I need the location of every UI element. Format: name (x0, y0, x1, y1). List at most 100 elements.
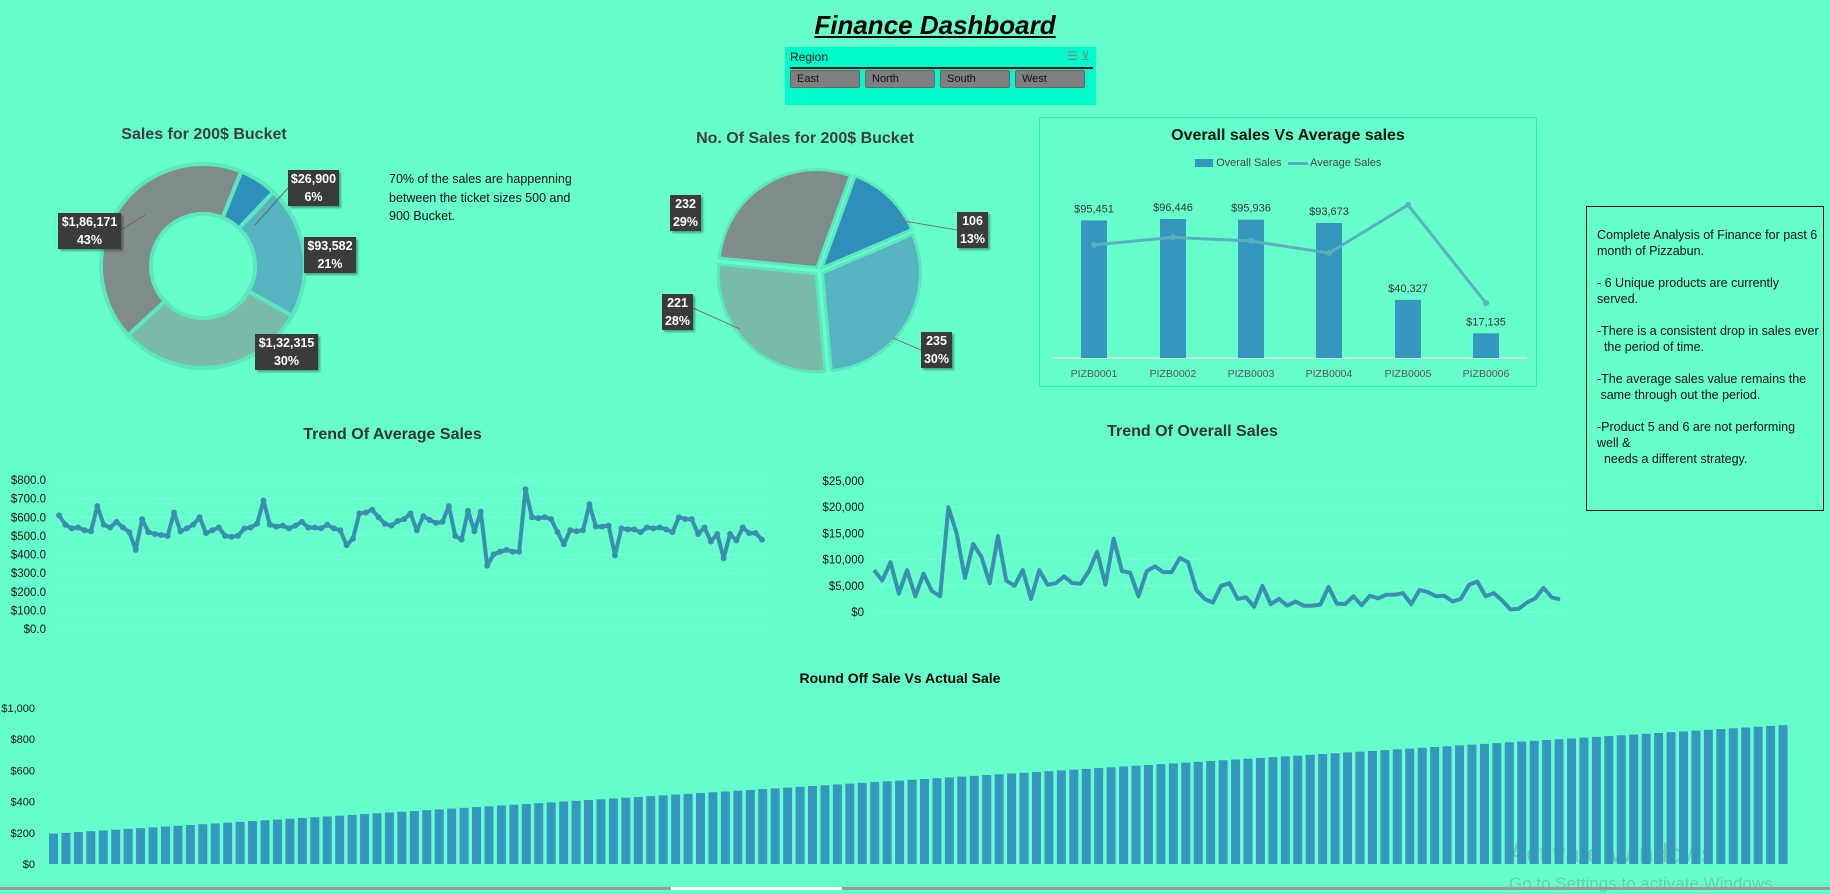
pie-data-label-text: 221 (667, 296, 688, 310)
roundoff-bar (1641, 733, 1651, 864)
horizontal-scrollbar[interactable] (0, 887, 1830, 890)
average-trend-marker (113, 518, 120, 525)
average-trend-marker (228, 533, 235, 540)
roundoff-bar (1131, 765, 1141, 864)
average-trend-marker (107, 524, 114, 531)
category-label: PIZB0004 (1306, 368, 1353, 380)
average-trend-marker (624, 526, 631, 533)
roundoff-bar (882, 781, 892, 864)
average-trend-marker (132, 546, 139, 553)
category-label: PIZB0005 (1385, 368, 1432, 380)
y-tick-label: $200.0 (11, 587, 46, 599)
average-trend-marker (567, 527, 574, 534)
analysis-point: Complete Analysis of Finance for past 6 … (1597, 228, 1821, 258)
y-tick-label: $15,000 (822, 528, 864, 540)
average-trend-marker (292, 522, 299, 529)
roundoff-bar (708, 792, 718, 864)
average-trend-marker (426, 517, 433, 524)
roundoff-bar (1280, 756, 1290, 864)
multi-select-icon[interactable]: ☰ ⊻ (1067, 49, 1090, 63)
slicer-button-east[interactable]: East (790, 70, 860, 88)
slicer-button-north[interactable]: North (865, 70, 935, 88)
average-trend-marker (439, 518, 446, 525)
average-trend-marker (234, 532, 241, 539)
average-trend-marker (375, 514, 382, 521)
roundoff-bar (235, 821, 245, 864)
legend-average-label: Average Sales (1310, 157, 1382, 169)
region-slicer[interactable]: Region ☰ ⊻ East North South West (785, 47, 1096, 105)
average-trend-marker (701, 524, 708, 531)
average-trend-marker (349, 535, 356, 542)
pie-data-label: 235 30% (921, 332, 952, 368)
average-trend-marker (311, 524, 318, 531)
bar-data-label: $95,451 (1074, 203, 1114, 215)
average-trend-marker (215, 524, 222, 531)
roundoff-bar (1007, 773, 1017, 864)
average-trend-marker (87, 528, 94, 535)
average-trend-marker (503, 546, 510, 553)
roundoff-bar (1392, 749, 1402, 864)
y-tick-label: $200 (11, 828, 35, 840)
average-trend-marker (81, 527, 88, 534)
average-sales-marker (1248, 238, 1254, 245)
roundoff-bar (808, 786, 817, 864)
roundoff-bar (1380, 750, 1390, 864)
roundoff-bar (982, 775, 992, 864)
roundoff-bar (733, 790, 743, 864)
average-trend-marker (362, 509, 369, 516)
pie-slice (717, 168, 853, 270)
roundoff-bar (671, 794, 681, 864)
y-tick-label: $800 (11, 734, 35, 746)
pie-slice (716, 262, 827, 374)
average-trend-marker (592, 523, 599, 530)
roundoff-bar (1778, 725, 1788, 864)
average-trend-marker (62, 521, 69, 528)
average-trend-marker (739, 524, 746, 531)
donut-slice (125, 288, 295, 370)
roundoff-bar (1044, 771, 1054, 864)
roundoff-bar (1430, 747, 1440, 864)
average-trend-marker (254, 520, 261, 527)
leader-line (254, 187, 289, 226)
average-trend-marker (401, 516, 408, 523)
roundoff-bar (1554, 739, 1564, 864)
roundoff-bar (1455, 745, 1465, 864)
roundoff-bar (1567, 738, 1576, 864)
average-trend-marker (190, 521, 197, 528)
roundoff-bar (49, 833, 58, 864)
roundoff-bar (1168, 763, 1178, 864)
average-trend-marker (714, 531, 721, 538)
roundoff-bar (1716, 729, 1726, 864)
roundoff-bar (994, 774, 1004, 864)
category-label: PIZB0006 (1463, 368, 1510, 380)
donut-data-label: $93,582 21% (304, 237, 356, 273)
roundoff-bar (173, 825, 183, 864)
y-tick-label: $10,000 (822, 555, 864, 567)
average-trend-marker (695, 531, 702, 538)
average-trend-marker (337, 527, 344, 534)
roundoff-bar (397, 811, 407, 864)
donut-note: 70% of the sales are happenning between … (389, 172, 572, 223)
donut-data-label: $26,900 6% (288, 170, 339, 206)
leader-line (897, 219, 958, 231)
pie-data-label: 232 29% (670, 195, 701, 231)
legend-overall-label: Overall Sales (1216, 157, 1282, 169)
roundoff-bar (335, 815, 345, 864)
y-tick-label: $400 (11, 797, 35, 809)
leader-line (120, 214, 146, 231)
scrollbar-thumb[interactable] (671, 887, 842, 890)
roundoff-bar (1293, 755, 1303, 864)
roundoff-bar (1691, 730, 1701, 864)
clear-filter-icon[interactable]: ⊻ (1081, 49, 1090, 63)
average-trend-marker (535, 515, 542, 522)
slicer-button-south[interactable]: South (940, 70, 1010, 88)
average-trend-marker (100, 521, 107, 528)
roundoff-bar (1467, 744, 1477, 864)
roundoff-bar (758, 789, 768, 864)
roundoff-bar (136, 828, 146, 864)
slicer-button-west[interactable]: West (1015, 70, 1085, 88)
roundoff-bar (658, 795, 668, 864)
roundoff-bar (1218, 760, 1228, 864)
average-trend-marker (56, 512, 62, 519)
pie-data-label-text: 30% (923, 352, 950, 366)
